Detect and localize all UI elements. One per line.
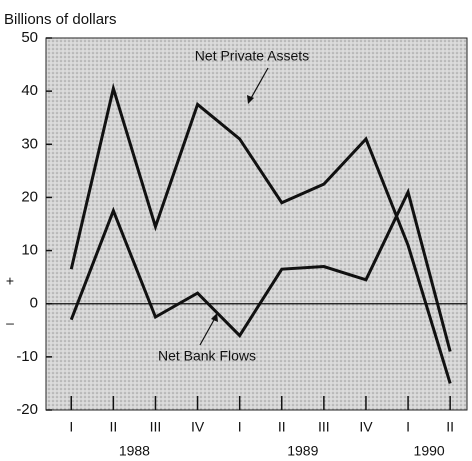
x-tick-label: II <box>446 419 454 435</box>
x-tick-label: I <box>238 419 242 435</box>
y-axis-label: Billions of dollars <box>4 11 117 28</box>
series-annotation: Net Bank Flows <box>158 348 256 364</box>
x-tick-label: II <box>278 419 286 435</box>
sign-label: – <box>6 314 14 330</box>
x-tick-label: I <box>406 419 410 435</box>
series-line <box>69 82 452 384</box>
series-annotation: Net Private Assets <box>195 48 309 64</box>
x-tick-label: IV <box>359 419 373 435</box>
arrow-head <box>211 313 218 322</box>
y-tick-label: 0 <box>30 295 38 312</box>
x-tick-label: I <box>69 419 73 435</box>
group-label: 1990 <box>414 443 445 459</box>
x-tick-label: II <box>109 419 117 435</box>
group-label: 1989 <box>287 443 318 459</box>
x-tick-label: IV <box>191 419 205 435</box>
y-tick-label: 50 <box>21 29 38 46</box>
arrow-head <box>247 95 254 104</box>
y-tick-label: 30 <box>21 135 38 152</box>
annotation-arrow <box>199 317 216 346</box>
series-line <box>69 187 452 352</box>
x-tick-label: III <box>150 419 162 435</box>
y-tick-label: -10 <box>16 348 38 365</box>
y-tick-label: 10 <box>21 242 38 259</box>
annotation-arrow <box>249 67 269 101</box>
y-tick-label: 40 <box>21 82 38 99</box>
group-label: 1988 <box>119 443 150 459</box>
y-tick-label: -20 <box>16 401 38 418</box>
sign-label: + <box>6 272 14 288</box>
y-tick-label: 20 <box>21 188 38 205</box>
x-tick-label: III <box>318 419 330 435</box>
